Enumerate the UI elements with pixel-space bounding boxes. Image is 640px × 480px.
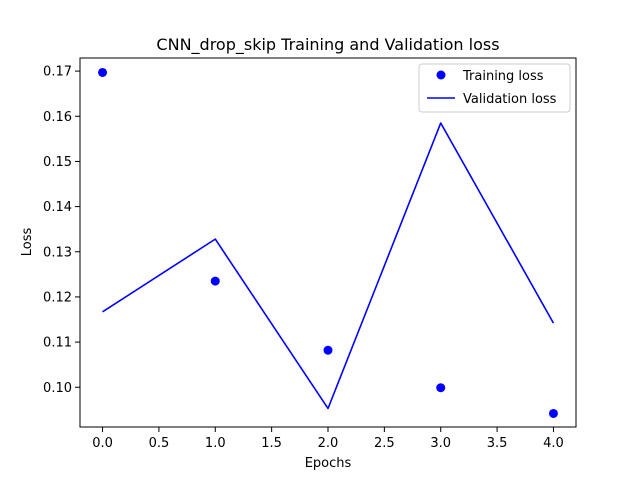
y-tick-label: 0.11 (43, 336, 72, 351)
x-tick-label: 3.0 (430, 436, 451, 451)
training-loss-point (323, 345, 333, 355)
y-tick-label: 0.17 (43, 65, 72, 80)
legend-box (418, 63, 571, 113)
axis-ticks: 0.0 0.5 1.0 1.5 2.0 2.5 3.0 3.5 4.0 0.10 0.11 0.12 0… (43, 65, 564, 451)
y-tick-label: 0.14 (43, 200, 72, 215)
chart-title: CNN_drop_skip Training and Validation lo… (156, 35, 499, 55)
x-tick-label: 2.0 (318, 436, 339, 451)
y-tick-label: 0.15 (43, 155, 72, 170)
y-tick-label: 0.16 (43, 110, 72, 125)
x-tick-label: 1.0 (205, 436, 226, 451)
x-tick-label: 3.5 (487, 436, 508, 451)
validation-loss-line (102, 122, 555, 410)
plot-frame (79, 57, 577, 428)
training-loss-point (548, 408, 558, 418)
x-tick-label: 0.5 (149, 436, 170, 451)
legend: Training loss Validation loss (418, 63, 571, 113)
legend-marker-training (436, 70, 446, 80)
training-loss-point (98, 67, 108, 77)
y-tick-label: 0.12 (43, 290, 72, 305)
legend-label-validation: Validation loss (463, 92, 557, 107)
plot-area (98, 67, 558, 418)
x-axis-label: Epochs (305, 456, 352, 471)
x-tick-label: 0.0 (92, 436, 113, 451)
training-loss-point (210, 276, 220, 286)
legend-label-training: Training loss (462, 69, 544, 84)
y-axis-label: Loss (20, 228, 35, 257)
x-tick-label: 1.5 (261, 436, 282, 451)
training-loss-point (436, 383, 446, 393)
y-tick-label: 0.10 (43, 381, 72, 396)
y-tick-label: 0.13 (43, 245, 72, 260)
x-tick-label: 2.5 (374, 436, 395, 451)
x-tick-label: 4.0 (543, 436, 564, 451)
